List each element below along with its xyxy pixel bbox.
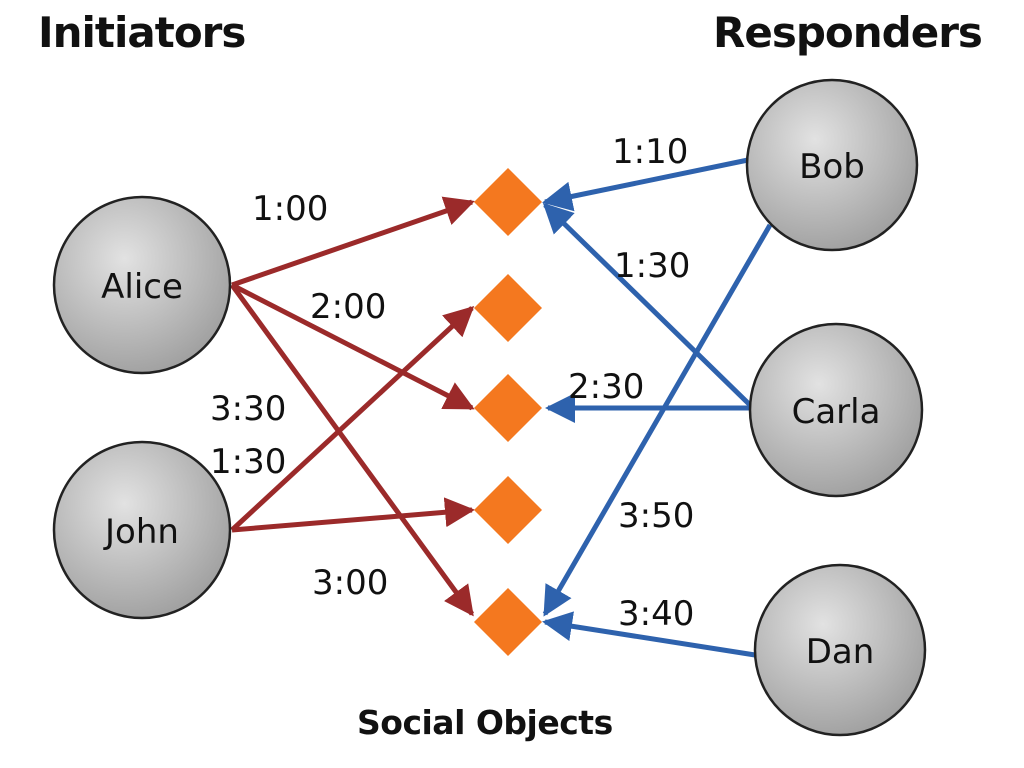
edge-dan-object5 — [542, 611, 756, 658]
initiator-nodes: Alice John — [52, 195, 232, 620]
edge-carla-object1 — [542, 202, 752, 407]
responder-edges — [542, 157, 773, 658]
edge-alice-object1 — [231, 196, 475, 288]
node-carla — [748, 322, 924, 498]
edge-label-alice-object1: 1:00 — [252, 189, 328, 229]
social-object-1 — [474, 168, 542, 236]
edge-bob-object5 — [542, 223, 773, 617]
node-carla-label: Carla — [792, 392, 881, 432]
initiators-heading: Initiators — [38, 8, 246, 57]
node-dan-label: Dan — [806, 632, 875, 672]
edge-label-bob-object5: 3:50 — [618, 496, 694, 536]
node-bob-label: Bob — [799, 147, 865, 187]
edge-label-alice-object3: 2:00 — [310, 287, 386, 327]
edge-label-bob-object1: 1:10 — [612, 132, 688, 172]
social-object-5 — [474, 588, 542, 656]
social-object-2 — [474, 274, 542, 342]
edge-label-dan-object5: 3:40 — [618, 594, 694, 634]
edge-labels: 1:00 2:00 3:00 3:30 1:30 1:10 3:50 1:30 … — [210, 132, 694, 634]
social-objects — [474, 168, 542, 656]
edge-label-carla-object1: 1:30 — [614, 246, 690, 286]
edge-bob-object1 — [542, 157, 749, 212]
edge-alice-object5 — [229, 283, 475, 617]
responders-heading: Responders — [713, 8, 983, 57]
social-object-3 — [474, 374, 542, 442]
initiator-edges — [229, 196, 475, 617]
node-alice-label: Alice — [101, 267, 183, 307]
edge-label-john-object4: 1:30 — [210, 442, 286, 482]
edge-john-object4 — [231, 497, 475, 533]
social-object-4 — [474, 476, 542, 544]
node-bob — [745, 78, 919, 252]
edge-label-john-object2: 3:30 — [210, 389, 286, 429]
node-alice — [52, 195, 232, 375]
edge-john-object2 — [230, 305, 475, 532]
edge-label-alice-object5: 3:00 — [312, 563, 388, 603]
node-dan — [753, 563, 927, 737]
responder-nodes: Bob Carla Dan — [745, 78, 927, 737]
node-john-label: John — [103, 512, 179, 552]
edge-label-carla-object3: 2:30 — [568, 367, 644, 407]
edge-alice-object3 — [230, 282, 475, 411]
social-objects-label: Social Objects — [357, 703, 613, 742]
node-john — [52, 440, 232, 620]
